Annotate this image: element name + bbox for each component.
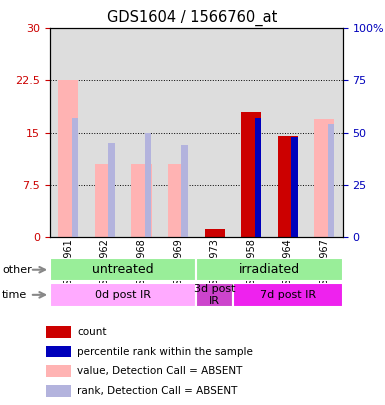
Bar (254, 118, 261, 237)
Bar (306, 28, 343, 237)
Bar (145, 133, 151, 237)
Text: rank, Detection Call = ABSENT: rank, Detection Call = ABSENT (77, 386, 238, 396)
Bar (50, 283, 196, 307)
Bar (108, 143, 115, 237)
Bar (50, 28, 87, 237)
Bar (196, 28, 233, 237)
Bar (181, 145, 188, 237)
Bar (46, 346, 71, 357)
Text: time: time (2, 290, 27, 300)
Bar (50, 258, 196, 281)
Text: other: other (2, 265, 32, 275)
Text: percentile rank within the sample: percentile rank within the sample (77, 347, 253, 356)
Bar (328, 124, 334, 237)
Bar (123, 28, 160, 237)
Text: count: count (77, 327, 107, 337)
Text: irradiated: irradiated (239, 263, 300, 276)
Bar (204, 228, 225, 237)
Bar (72, 118, 78, 237)
Bar (131, 164, 152, 237)
Bar (196, 258, 343, 281)
Text: untreated: untreated (92, 263, 154, 276)
Bar (168, 164, 188, 237)
Bar (95, 164, 115, 237)
Bar (46, 365, 71, 377)
Bar (278, 136, 298, 237)
Bar (46, 326, 71, 338)
Bar (233, 283, 343, 307)
Text: 0d post IR: 0d post IR (95, 290, 151, 300)
Text: 3d post
IR: 3d post IR (194, 284, 235, 306)
Bar (241, 112, 261, 237)
Bar (58, 81, 79, 237)
Bar (87, 28, 123, 237)
Bar (196, 283, 233, 307)
Bar (314, 119, 335, 237)
Text: GDS1604 / 1566760_at: GDS1604 / 1566760_at (107, 10, 278, 26)
Bar (291, 137, 298, 237)
Bar (233, 28, 270, 237)
Bar (270, 28, 306, 237)
Text: 7d post IR: 7d post IR (260, 290, 316, 300)
Text: value, Detection Call = ABSENT: value, Detection Call = ABSENT (77, 366, 243, 376)
Bar (160, 28, 196, 237)
Bar (46, 385, 71, 396)
